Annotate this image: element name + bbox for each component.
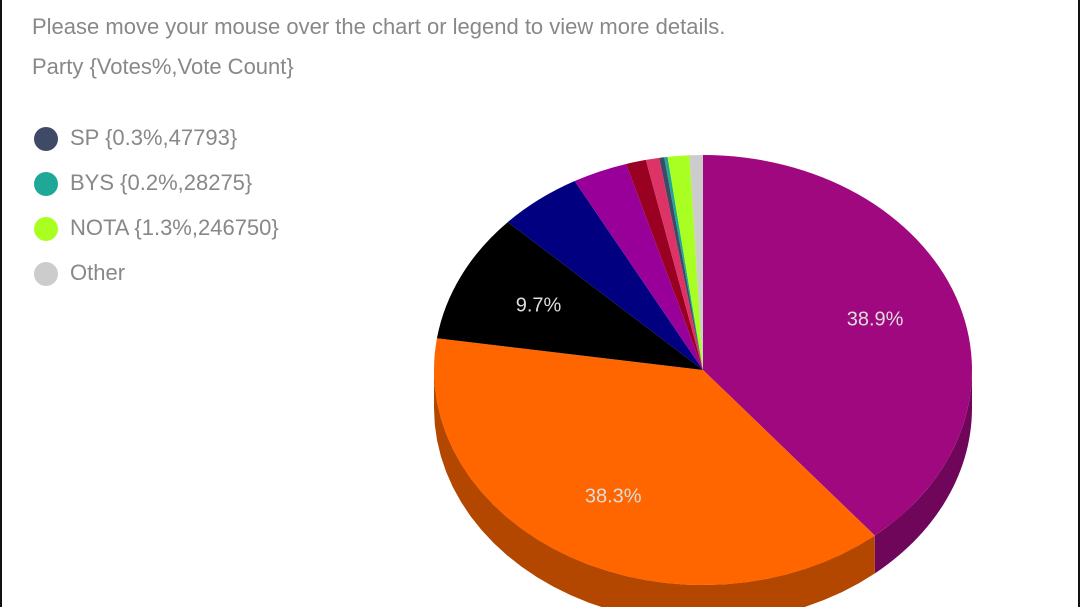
- slice: [703, 155, 973, 536]
- slice: [433, 338, 875, 586]
- slice-side: [874, 370, 972, 574]
- legend-marker[interactable]: [34, 127, 58, 151]
- legend-marker[interactable]: [34, 262, 58, 286]
- slice: [436, 222, 703, 370]
- slice: [659, 157, 703, 370]
- data-label: 9.7%: [516, 294, 562, 316]
- data-label: 38.9%: [847, 309, 904, 331]
- slice: [574, 163, 703, 370]
- legend-marker[interactable]: [34, 217, 58, 241]
- slice: [667, 155, 703, 370]
- legend-label[interactable]: Other: [70, 260, 125, 285]
- slice: [645, 157, 703, 370]
- legend-label[interactable]: NOTA {1.3%,246750}: [70, 215, 279, 240]
- legend-label[interactable]: BYS {0.2%,28275}: [70, 170, 252, 195]
- legend-marker[interactable]: [34, 172, 58, 196]
- slice: [626, 159, 703, 370]
- data-label: 38.3%: [585, 486, 642, 508]
- slice: [664, 156, 703, 370]
- legend-label[interactable]: SP {0.3%,47793}: [70, 125, 237, 150]
- slice: [689, 155, 703, 370]
- chart-subtitle: Party {Votes%,Vote Count}: [32, 54, 294, 79]
- slice: [507, 181, 703, 370]
- slice-side: [434, 370, 875, 607]
- chart-title: Please move your mouse over the chart or…: [32, 14, 725, 39]
